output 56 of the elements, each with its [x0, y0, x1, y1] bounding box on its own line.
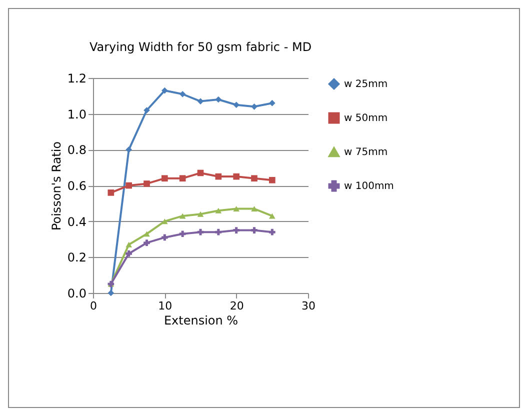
- legend-label: w 25mm: [344, 79, 388, 90]
- y-tick-label: 1.0: [67, 107, 86, 122]
- y-axis-title: Poisson's Ratio: [49, 141, 64, 231]
- point: [233, 102, 240, 108]
- point: [144, 231, 150, 237]
- legend-label: w 75mm: [344, 147, 388, 158]
- point: [108, 190, 114, 196]
- chart-title: Varying Width for 50 gsm fabric - MD: [89, 40, 312, 54]
- point: [179, 213, 186, 219]
- point: [233, 227, 240, 234]
- point: [269, 176, 276, 184]
- x-axis-title: Extension %: [164, 314, 238, 328]
- point: [233, 173, 240, 180]
- point: [108, 290, 114, 296]
- point: [215, 96, 222, 103]
- y-tick-label: 0.0: [67, 286, 86, 300]
- x-tick-label: 20: [230, 300, 244, 312]
- point: [162, 218, 168, 224]
- x-tick-label: 10: [158, 300, 172, 312]
- point: [144, 107, 150, 114]
- y-tick-label: 0.4: [67, 214, 86, 229]
- point: [215, 228, 222, 236]
- point: [179, 230, 186, 238]
- point: [233, 206, 240, 212]
- point: [269, 228, 276, 236]
- point: [215, 173, 222, 180]
- point: [251, 206, 258, 212]
- legend-label: w 100mm: [344, 181, 394, 192]
- point: [197, 211, 204, 217]
- point: [126, 182, 132, 189]
- point: [162, 87, 168, 94]
- point: [215, 208, 222, 214]
- point: [251, 227, 258, 234]
- x-tick-label: 30: [302, 300, 316, 312]
- point: [126, 242, 132, 248]
- y-tick-label: 0.8: [67, 143, 86, 158]
- point: [269, 213, 276, 219]
- y-tick-label: 1.2: [67, 72, 86, 86]
- point: [197, 228, 204, 236]
- point: [126, 250, 132, 257]
- point: [126, 146, 132, 153]
- point: [197, 98, 204, 104]
- point: [179, 175, 186, 182]
- point: [179, 90, 186, 98]
- point: [197, 170, 204, 176]
- point: [251, 175, 258, 182]
- point: [251, 104, 258, 110]
- x-tick-label: 0: [90, 300, 97, 312]
- y-tick-label: 0.2: [67, 250, 86, 265]
- y-tick-label: 0.6: [67, 179, 86, 193]
- point: [269, 100, 276, 106]
- point: [162, 175, 168, 182]
- point: [144, 180, 150, 187]
- point: [162, 234, 168, 241]
- legend-label: w 50mm: [344, 113, 388, 124]
- point: [144, 240, 150, 246]
